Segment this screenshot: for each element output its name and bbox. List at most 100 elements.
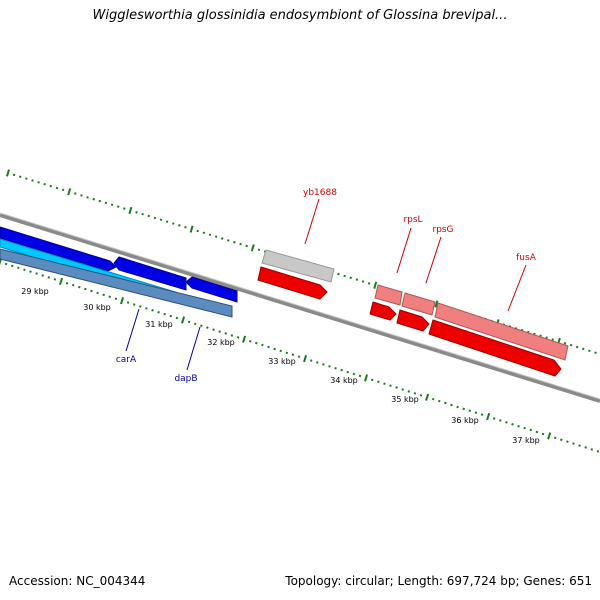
minor-tick — [346, 370, 350, 374]
callout-lines — [125, 198, 527, 371]
gene-labels: yb1688 rpsL rpsG fusA carA dapB — [116, 188, 537, 384]
minor-tick — [541, 432, 545, 436]
minor-tick — [218, 330, 221, 333]
minor-tick — [165, 220, 169, 223]
reverse-features — [0, 226, 238, 318]
gene-feature-steel[interactable] — [0, 248, 233, 318]
minor-tick — [337, 272, 340, 276]
scale-label: 31 kbp — [145, 320, 173, 329]
gene-label-yb1688: yb1688 — [303, 188, 337, 198]
gene-feature-red-3[interactable] — [428, 319, 562, 377]
minor-tick — [157, 310, 160, 314]
minor-tick — [588, 349, 591, 353]
minor-tick — [267, 345, 270, 349]
minor-tick — [187, 320, 191, 324]
gene-feature-pink-fusA[interactable] — [434, 302, 569, 361]
minor-tick — [395, 386, 398, 389]
minor-tick — [407, 390, 411, 393]
gene-feature-pink-rpsL[interactable] — [374, 284, 403, 306]
gene-feature-red-2[interactable] — [396, 309, 430, 332]
minor-tick — [590, 448, 594, 451]
minor-tick — [126, 301, 130, 304]
gene-feature-blue-2[interactable] — [113, 256, 187, 291]
minor-tick — [594, 351, 597, 354]
minor-tick — [545, 336, 548, 339]
minor-tick — [492, 417, 496, 420]
scale-label: 34 kbp — [330, 376, 358, 385]
gene-feature-pink-rpsG[interactable] — [401, 292, 436, 316]
major-tick — [486, 412, 491, 421]
minor-tick — [202, 231, 206, 235]
minor-tick — [47, 276, 51, 279]
minor-tick — [84, 287, 87, 291]
minor-tick — [90, 289, 93, 293]
minor-tick — [273, 347, 276, 351]
gene-feature-red-yb1688[interactable] — [257, 266, 328, 300]
minor-tick — [322, 363, 325, 366]
minor-tick — [431, 397, 435, 401]
minor-tick — [178, 224, 181, 227]
minor-tick — [582, 347, 585, 351]
minor-tick — [65, 281, 69, 285]
minor-tick — [535, 430, 539, 434]
major-tick — [67, 188, 72, 196]
gene-feature-gray[interactable] — [261, 249, 335, 283]
minor-tick — [200, 324, 203, 328]
minor-tick — [438, 399, 441, 403]
minor-tick — [316, 361, 319, 364]
minor-tick — [462, 407, 465, 411]
minor-tick — [401, 388, 404, 391]
minor-tick — [71, 283, 75, 287]
minor-tick — [18, 175, 22, 179]
tick-rows — [0, 169, 600, 453]
minor-tick — [566, 440, 569, 443]
major-tick — [434, 300, 439, 308]
minor-tick — [328, 365, 331, 368]
minor-tick — [584, 446, 587, 449]
minor-tick — [208, 233, 212, 237]
minor-tick — [139, 305, 142, 308]
minor-tick — [377, 380, 380, 384]
minor-tick — [563, 342, 567, 345]
minor-tick — [248, 339, 252, 343]
minor-tick — [383, 382, 386, 386]
minor-tick — [104, 201, 108, 205]
minor-tick — [92, 197, 95, 201]
genome-summary: Topology: circular; Length: 697,724 bp; … — [285, 574, 592, 588]
minor-tick — [135, 211, 138, 214]
minor-tick — [78, 285, 81, 289]
minor-tick — [255, 341, 258, 345]
gene-feature-blue-3[interactable] — [185, 276, 238, 303]
minor-tick — [367, 282, 371, 285]
minor-tick — [511, 423, 514, 426]
minor-tick — [551, 338, 554, 341]
minor-tick — [184, 225, 187, 229]
minor-tick — [456, 405, 459, 409]
minor-tick — [230, 334, 234, 337]
minor-tick — [55, 186, 59, 190]
minor-tick — [17, 266, 20, 270]
minor-tick — [172, 222, 175, 225]
forward-features — [257, 249, 569, 377]
minor-tick — [572, 442, 575, 445]
genome-backbone — [0, 212, 600, 403]
gene-feature-red-1[interactable] — [369, 301, 397, 321]
minor-tick — [61, 188, 65, 192]
minor-tick — [413, 392, 417, 395]
scale-label: 33 kbp — [268, 357, 296, 366]
major-tick — [250, 244, 255, 252]
minor-tick — [196, 229, 199, 233]
major-tick — [6, 169, 10, 177]
minor-tick — [98, 199, 102, 203]
minor-tick — [37, 181, 40, 184]
minor-tick — [175, 316, 179, 320]
minor-tick — [370, 378, 374, 382]
minor-tick — [151, 309, 154, 312]
minor-tick — [74, 192, 77, 195]
minor-tick — [10, 264, 14, 268]
gene-feature-blue-1[interactable] — [0, 226, 117, 272]
map-title: Wigglesworthia glossinidia endosymbiont … — [92, 8, 508, 23]
major-tick — [120, 297, 125, 305]
scale-label: 36 kbp — [451, 416, 479, 425]
